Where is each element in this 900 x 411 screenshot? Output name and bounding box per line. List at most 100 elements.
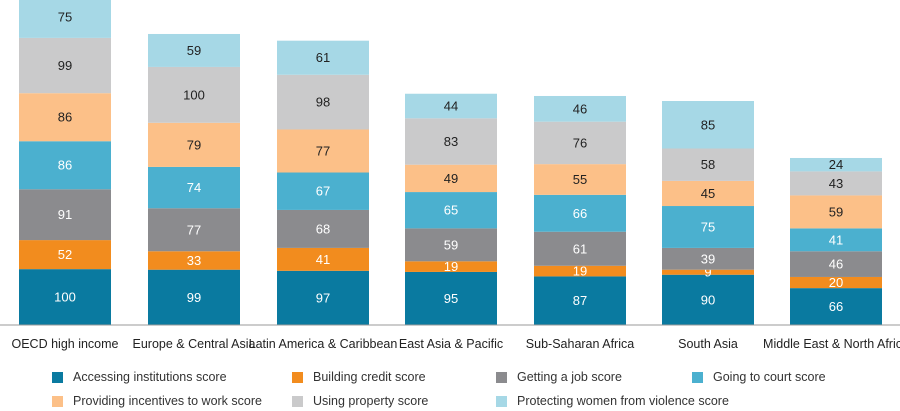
data-label: 86 bbox=[58, 158, 72, 173]
data-label: 58 bbox=[701, 157, 715, 172]
data-label: 59 bbox=[829, 204, 843, 219]
data-label: 90 bbox=[701, 292, 715, 307]
data-label: 41 bbox=[316, 252, 330, 267]
category-label: South Asia bbox=[678, 337, 738, 351]
data-label: 100 bbox=[54, 290, 76, 305]
bar-segment bbox=[790, 228, 882, 252]
data-label: 91 bbox=[58, 207, 72, 222]
bar-segment bbox=[662, 247, 754, 270]
data-label: 20 bbox=[829, 275, 843, 290]
legend-swatch bbox=[52, 371, 63, 383]
category-label: Middle East & North Africa bbox=[763, 337, 900, 351]
data-label: 97 bbox=[316, 290, 330, 305]
bar-segment bbox=[277, 40, 369, 75]
data-label: 99 bbox=[58, 58, 72, 73]
data-label: 39 bbox=[701, 251, 715, 266]
data-label: 19 bbox=[444, 259, 458, 274]
data-label: 67 bbox=[316, 184, 330, 199]
bar-segment bbox=[790, 276, 882, 289]
bar-segment bbox=[19, 189, 111, 241]
legend-label: Protecting women from violence score bbox=[517, 394, 729, 408]
legend-item: Providing incentives to work score bbox=[52, 394, 262, 408]
bar-segment bbox=[790, 251, 882, 277]
data-label: 65 bbox=[444, 203, 458, 218]
bar-segment bbox=[662, 101, 754, 149]
data-label: 77 bbox=[316, 144, 330, 159]
data-label: 19 bbox=[573, 264, 587, 279]
legend-swatch bbox=[292, 371, 303, 383]
data-label: 49 bbox=[444, 171, 458, 186]
bar-segment bbox=[790, 157, 882, 172]
category-label: OECD high income bbox=[12, 337, 119, 351]
legend-swatch bbox=[692, 371, 703, 383]
data-label: 86 bbox=[58, 110, 72, 125]
legend-item: Protecting women from violence score bbox=[496, 394, 729, 408]
data-label: 76 bbox=[573, 135, 587, 150]
legend-label: Using property score bbox=[313, 394, 429, 408]
bar-segment bbox=[534, 95, 626, 122]
bar-segment bbox=[19, 269, 111, 325]
category-label: Sub-Saharan Africa bbox=[526, 337, 634, 351]
data-label: 98 bbox=[316, 95, 330, 110]
data-label: 79 bbox=[187, 137, 201, 152]
legend-label: Accessing institutions score bbox=[73, 370, 227, 384]
bar-segment bbox=[277, 129, 369, 173]
bar-segment bbox=[790, 171, 882, 196]
bar-segment bbox=[19, 37, 111, 94]
bar-segment bbox=[148, 251, 240, 270]
legend-item: Building credit score bbox=[292, 370, 426, 384]
data-label: 61 bbox=[316, 50, 330, 65]
category-labels: OECD high income Europe & Central AsiaLat… bbox=[12, 337, 900, 351]
bar-segment bbox=[148, 66, 240, 123]
legend-item: Using property score bbox=[292, 394, 428, 408]
bar-segment bbox=[148, 122, 240, 167]
bar-segment bbox=[662, 274, 754, 325]
bar-segment bbox=[662, 269, 754, 275]
bar-segment bbox=[148, 269, 240, 325]
data-label: 41 bbox=[829, 232, 843, 247]
legend-swatch bbox=[496, 371, 507, 383]
category-label: East Asia & Pacific bbox=[399, 337, 503, 351]
data-label: 83 bbox=[444, 134, 458, 149]
data-label: 75 bbox=[58, 9, 72, 24]
legend-label: Providing incentives to work score bbox=[73, 394, 262, 408]
data-label: 59 bbox=[444, 237, 458, 252]
data-label: 87 bbox=[573, 293, 587, 308]
bar-segment bbox=[405, 118, 497, 165]
bar-segment bbox=[277, 247, 369, 271]
data-label: 66 bbox=[573, 206, 587, 221]
legend-item: Accessing institutions score bbox=[52, 370, 227, 384]
category-label: Europe & Central Asia bbox=[133, 337, 256, 351]
bar-segment bbox=[405, 93, 497, 119]
bar-segment bbox=[19, 93, 111, 142]
bar-segment bbox=[277, 209, 369, 248]
data-label: 52 bbox=[58, 247, 72, 262]
bar-segment bbox=[790, 288, 882, 325]
bar-segment bbox=[534, 121, 626, 165]
data-label: 66 bbox=[829, 299, 843, 314]
legend-item: Going to court score bbox=[692, 370, 826, 384]
data-label: 77 bbox=[187, 222, 201, 237]
bar-segment bbox=[534, 276, 626, 325]
data-label: 85 bbox=[701, 117, 715, 132]
bar-segment bbox=[277, 270, 369, 325]
data-label: 75 bbox=[701, 219, 715, 234]
bar-segment bbox=[405, 271, 497, 325]
bar-segment bbox=[148, 208, 240, 252]
legend-swatch bbox=[292, 395, 303, 407]
bar-segment bbox=[405, 228, 497, 262]
data-label: 44 bbox=[444, 99, 458, 114]
data-label: 68 bbox=[316, 221, 330, 236]
data-label: 46 bbox=[573, 101, 587, 116]
bar-segment bbox=[534, 265, 626, 277]
bar-segment bbox=[662, 206, 754, 248]
bar-segment bbox=[405, 192, 497, 229]
bar-segment bbox=[405, 261, 497, 272]
legend-label: Getting a job score bbox=[517, 370, 622, 384]
legend-swatch bbox=[496, 395, 507, 407]
data-label: 59 bbox=[187, 43, 201, 58]
bar-segment bbox=[19, 240, 111, 270]
legend-label: Going to court score bbox=[713, 370, 826, 384]
data-label: 99 bbox=[187, 290, 201, 305]
data-label: 100 bbox=[183, 87, 205, 102]
